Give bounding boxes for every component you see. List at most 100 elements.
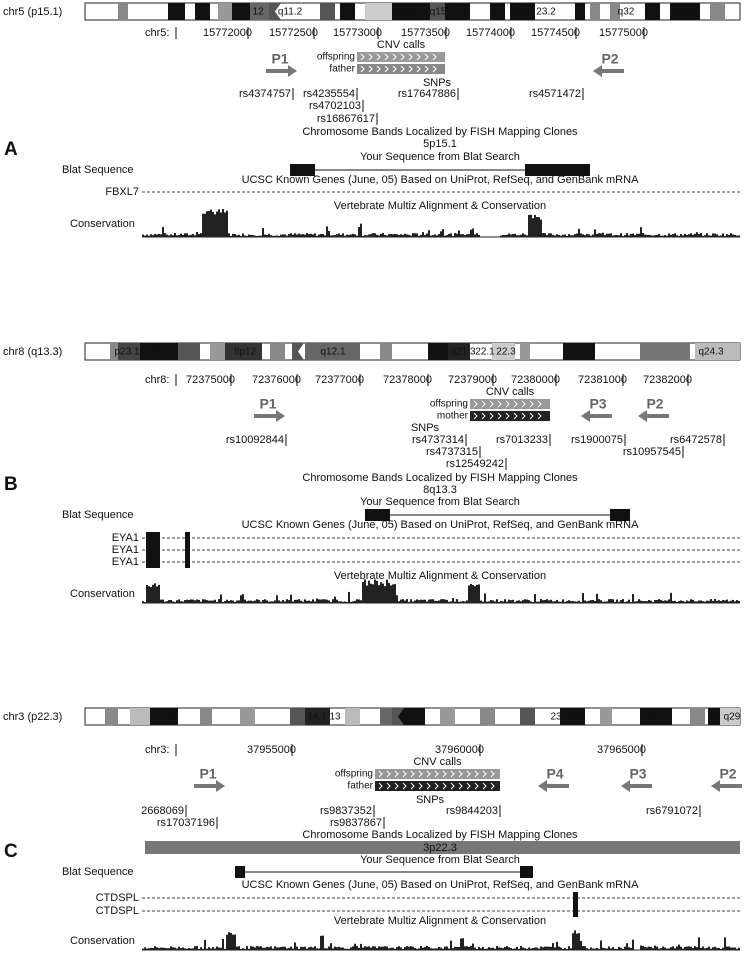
cons-bar	[526, 948, 528, 950]
cons-bar	[602, 601, 604, 603]
snp-label: rs12549242	[446, 458, 504, 470]
band-label: 24.3	[154, 712, 174, 723]
cons-bar	[178, 946, 180, 950]
snp-label: rs4702103	[309, 100, 361, 112]
cons-bar	[406, 599, 408, 603]
cons-bar	[606, 233, 608, 237]
cons-bar	[324, 235, 326, 237]
cons-bar	[690, 599, 692, 603]
cons-bar	[564, 234, 566, 237]
cons-bar	[410, 946, 412, 950]
cons-bar	[562, 234, 564, 237]
cons-bar	[642, 601, 644, 603]
cons-bar	[188, 947, 190, 950]
cons-bar	[518, 948, 520, 950]
cons-bar	[320, 234, 322, 237]
cons-bar	[674, 600, 676, 603]
cons-bar	[382, 233, 384, 237]
cons-bar	[470, 584, 472, 603]
cons-bar	[156, 947, 158, 950]
cons-bar	[200, 233, 202, 237]
cons-bar	[716, 234, 718, 237]
cons-bar	[298, 948, 300, 950]
cons-bar	[248, 600, 250, 603]
cons-bar	[154, 946, 156, 950]
ruler-label: 15773000	[333, 27, 382, 39]
cons-bar	[462, 938, 464, 950]
cons-bar	[270, 601, 272, 603]
cons-bar	[674, 948, 676, 950]
cons-bar	[398, 601, 400, 603]
gene-name: EYA1	[112, 556, 139, 568]
cons-bar	[688, 234, 690, 237]
cons-bar	[530, 214, 532, 237]
cons-bar	[276, 595, 278, 603]
cons-bar	[216, 946, 218, 950]
cons-bar	[418, 235, 420, 237]
cons-bar	[224, 601, 226, 603]
cons-bar	[526, 235, 528, 237]
cons-bar	[674, 233, 676, 237]
cons-bar	[332, 948, 334, 950]
cons-bar	[172, 947, 174, 950]
cons-bar	[384, 946, 386, 950]
snp-label: rs9844203	[446, 805, 498, 817]
cons-bar	[724, 937, 726, 950]
band	[445, 3, 470, 20]
cons-bar	[488, 947, 490, 950]
cons-bar	[488, 601, 490, 603]
cons-bar	[400, 234, 402, 237]
cons-bar	[380, 946, 382, 950]
band-label: 23	[550, 712, 562, 723]
cons-bar	[384, 234, 386, 237]
band-label: 14.1	[307, 712, 327, 723]
cons-bar	[500, 947, 502, 950]
cons-bar	[208, 210, 210, 237]
cnv-track-label: father	[329, 64, 355, 75]
cons-bar	[644, 601, 646, 603]
snp-label: rs16867617	[317, 113, 375, 125]
chevron	[408, 65, 413, 73]
cons-bar	[702, 235, 704, 237]
cons-bar	[314, 946, 316, 950]
band-label: 22.3	[496, 347, 516, 358]
cons-bar	[680, 234, 682, 237]
cons-bar	[420, 946, 422, 950]
cons-bar	[458, 601, 460, 603]
cons-bar	[486, 948, 488, 950]
cons-bar	[328, 230, 330, 237]
cons-bar	[400, 947, 402, 950]
chevron	[529, 412, 534, 420]
cons-bar	[396, 234, 398, 237]
cons-bar	[162, 599, 164, 603]
cons-bar	[712, 233, 714, 237]
cons-bar	[680, 600, 682, 603]
fish-band: 8q13.3	[423, 484, 457, 496]
cons-bar	[372, 584, 374, 603]
cons-bar	[734, 601, 736, 603]
cons-bar	[644, 234, 646, 237]
cons-bar	[282, 234, 284, 237]
cons-bar	[548, 233, 550, 237]
cons-bar	[392, 947, 394, 950]
cons-bar	[308, 947, 310, 950]
cons-bar	[504, 946, 506, 950]
cons-bar	[170, 946, 172, 950]
band	[118, 343, 140, 360]
cons-bar	[326, 599, 328, 603]
cons-bar	[288, 947, 290, 950]
cons-bar	[486, 601, 488, 603]
snp-label: rs6791072	[646, 805, 698, 817]
cons-bar	[624, 946, 626, 950]
cons-bar	[188, 599, 190, 603]
cons-bar	[464, 946, 466, 950]
cons-bar	[268, 233, 270, 237]
cons-bar	[442, 948, 444, 950]
cons-bar	[684, 946, 686, 950]
band	[168, 3, 185, 20]
cons-bar	[218, 947, 220, 950]
primer-arrowhead	[711, 780, 720, 792]
cons-bar	[368, 234, 370, 237]
cons-bar	[186, 948, 188, 950]
cons-bar	[454, 946, 456, 950]
